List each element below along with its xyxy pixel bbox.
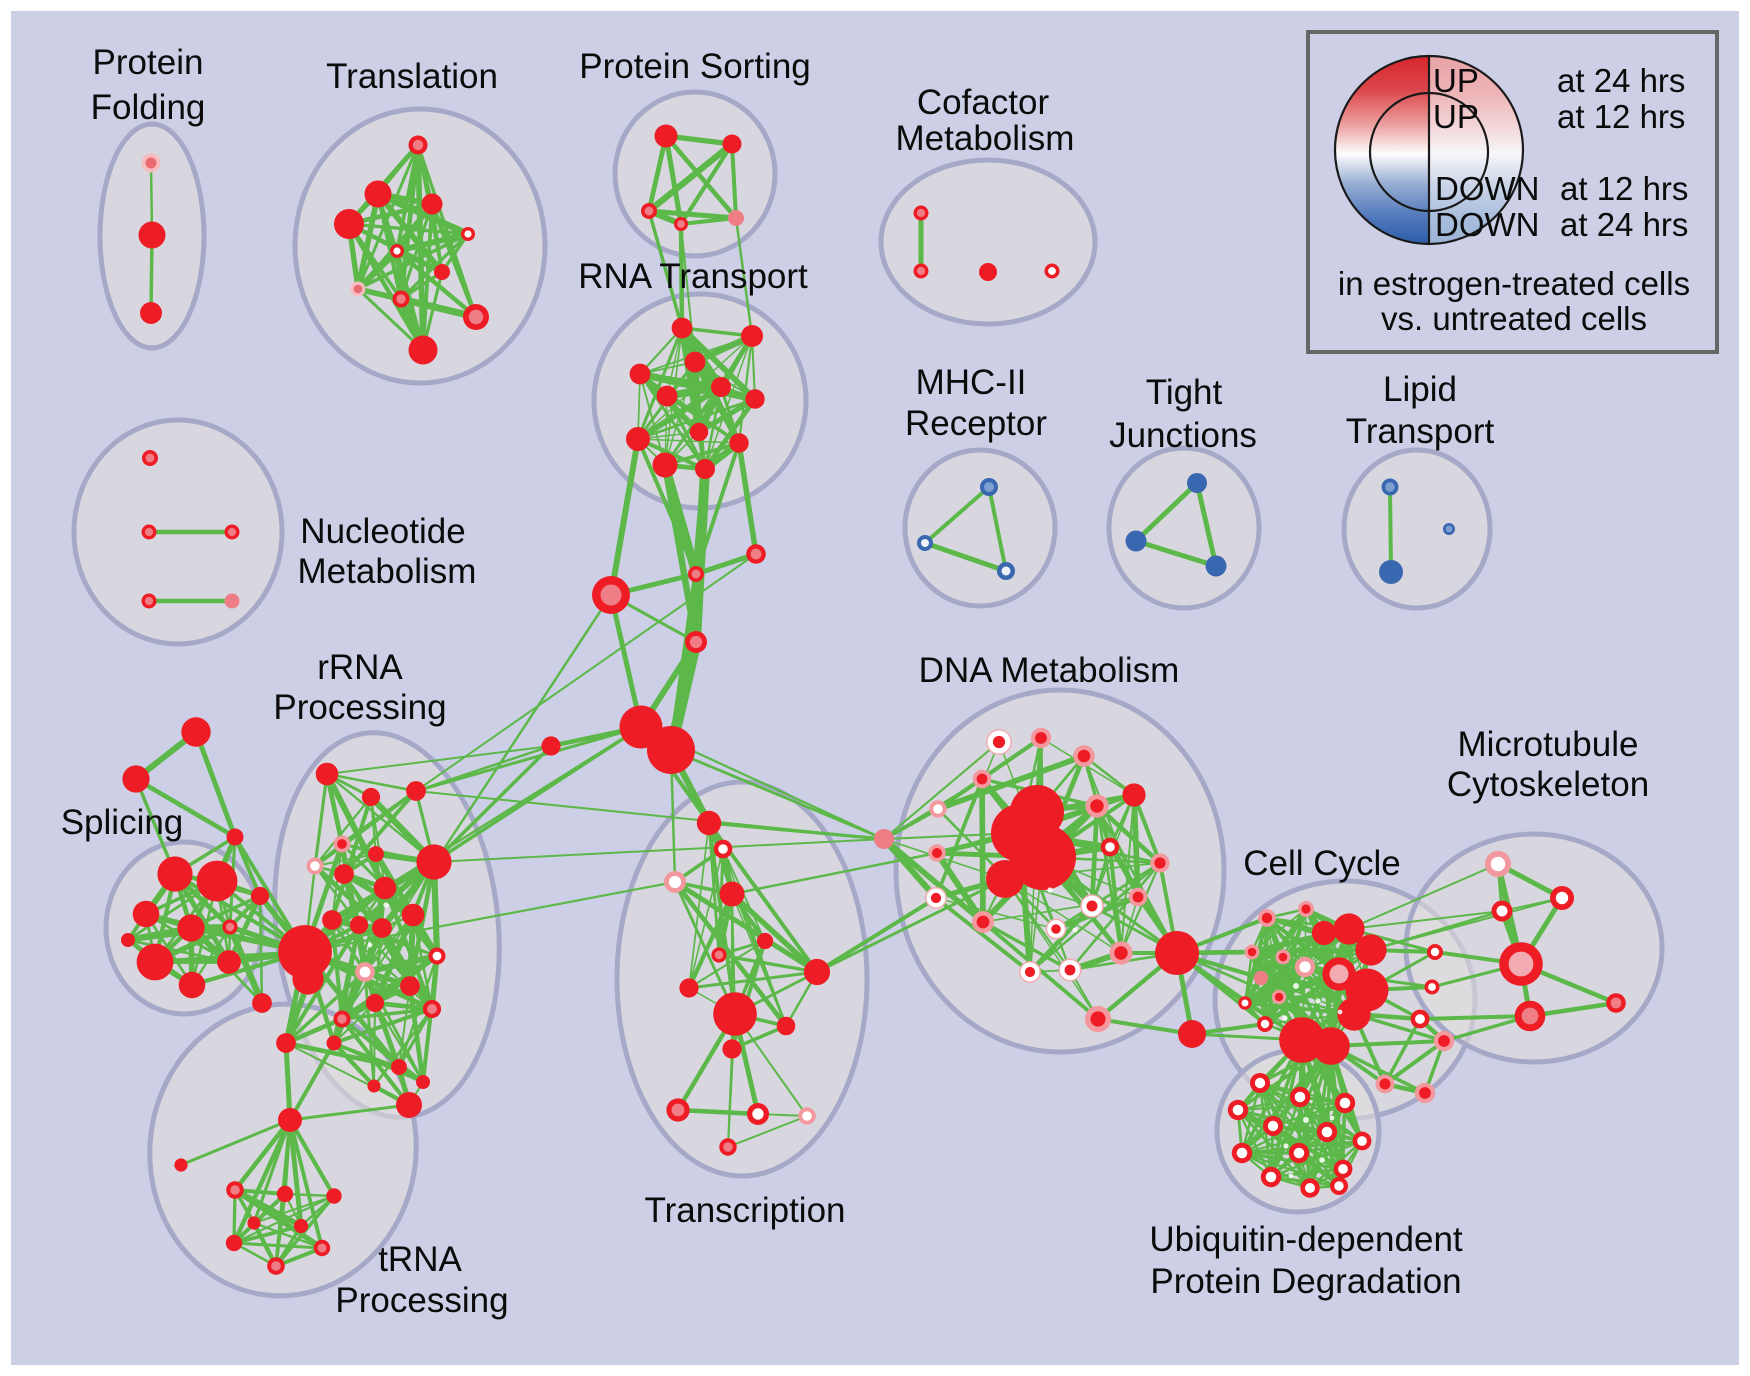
svg-text:MHC-II: MHC-II xyxy=(916,363,1027,402)
svg-text:Transport: Transport xyxy=(1346,412,1495,451)
svg-text:UP: UP xyxy=(1433,98,1479,135)
svg-text:in estrogen-treated cells: in estrogen-treated cells xyxy=(1338,265,1690,302)
svg-text:Cell Cycle: Cell Cycle xyxy=(1243,844,1401,883)
svg-text:Lipid: Lipid xyxy=(1383,370,1457,409)
svg-text:Ubiquitin-dependent: Ubiquitin-dependent xyxy=(1149,1220,1463,1259)
svg-text:Protein Degradation: Protein Degradation xyxy=(1150,1262,1461,1301)
svg-text:Metabolism: Metabolism xyxy=(896,119,1075,158)
svg-text:Folding: Folding xyxy=(91,88,206,127)
svg-text:UP: UP xyxy=(1433,62,1479,99)
svg-text:at 12 hrs: at 12 hrs xyxy=(1557,98,1685,135)
svg-text:Tight: Tight xyxy=(1146,373,1223,412)
svg-text:Processing: Processing xyxy=(273,688,446,727)
svg-text:Nucleotide: Nucleotide xyxy=(300,512,465,551)
svg-text:rRNA: rRNA xyxy=(317,648,403,687)
svg-text:Protein: Protein xyxy=(93,43,204,82)
svg-text:Microtubule: Microtubule xyxy=(1458,725,1639,764)
svg-text:Splicing: Splicing xyxy=(61,803,184,842)
svg-text:Transcription: Transcription xyxy=(645,1191,846,1230)
svg-text:Processing: Processing xyxy=(335,1281,508,1320)
svg-text:at 24 hrs: at 24 hrs xyxy=(1557,62,1685,99)
svg-text:Cofactor: Cofactor xyxy=(917,83,1050,122)
svg-text:vs. untreated cells: vs. untreated cells xyxy=(1381,300,1647,337)
svg-text:tRNA: tRNA xyxy=(378,1240,462,1279)
svg-text:Metabolism: Metabolism xyxy=(298,552,477,591)
svg-text:at 24 hrs: at 24 hrs xyxy=(1560,206,1688,243)
svg-text:DNA Metabolism: DNA Metabolism xyxy=(919,651,1180,690)
svg-text:DOWN: DOWN xyxy=(1435,206,1539,243)
svg-text:Translation: Translation xyxy=(326,57,498,96)
svg-text:at 12 hrs: at 12 hrs xyxy=(1560,170,1688,207)
svg-text:Receptor: Receptor xyxy=(905,404,1047,443)
svg-text:Protein Sorting: Protein Sorting xyxy=(579,47,811,86)
svg-text:DOWN: DOWN xyxy=(1435,170,1539,207)
svg-text:Junctions: Junctions xyxy=(1109,416,1257,455)
svg-text:RNA Transport: RNA Transport xyxy=(578,257,808,296)
svg-text:Cytoskeleton: Cytoskeleton xyxy=(1447,765,1649,804)
